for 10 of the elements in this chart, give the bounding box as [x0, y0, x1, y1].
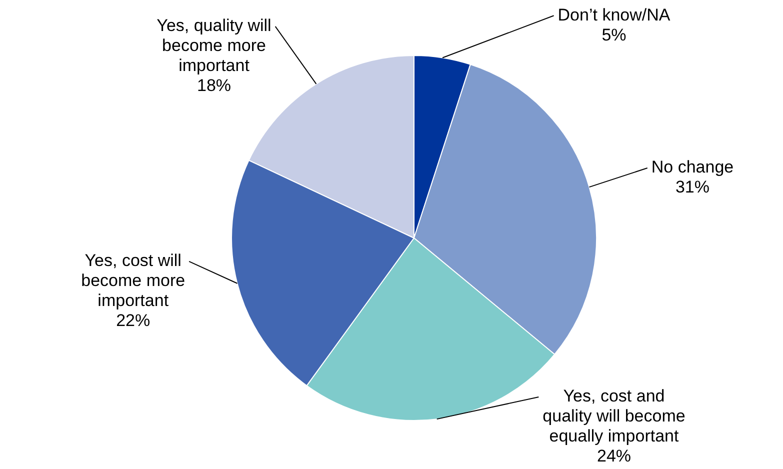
data-label: 5% [602, 25, 626, 44]
data-label: 22% [116, 311, 150, 330]
data-label: 18% [196, 76, 232, 96]
slice-label: Yes, cost and quality will become equally important [542, 386, 686, 446]
data-label: 31% [675, 178, 710, 197]
slice-label: No change [651, 158, 734, 177]
slice-label: Don’t know/NA [558, 5, 671, 24]
data-label: 24% [596, 446, 632, 466]
slice-label: Yes, cost will become more important [81, 251, 186, 310]
slice-label: Yes, quality will become more important [156, 16, 272, 76]
